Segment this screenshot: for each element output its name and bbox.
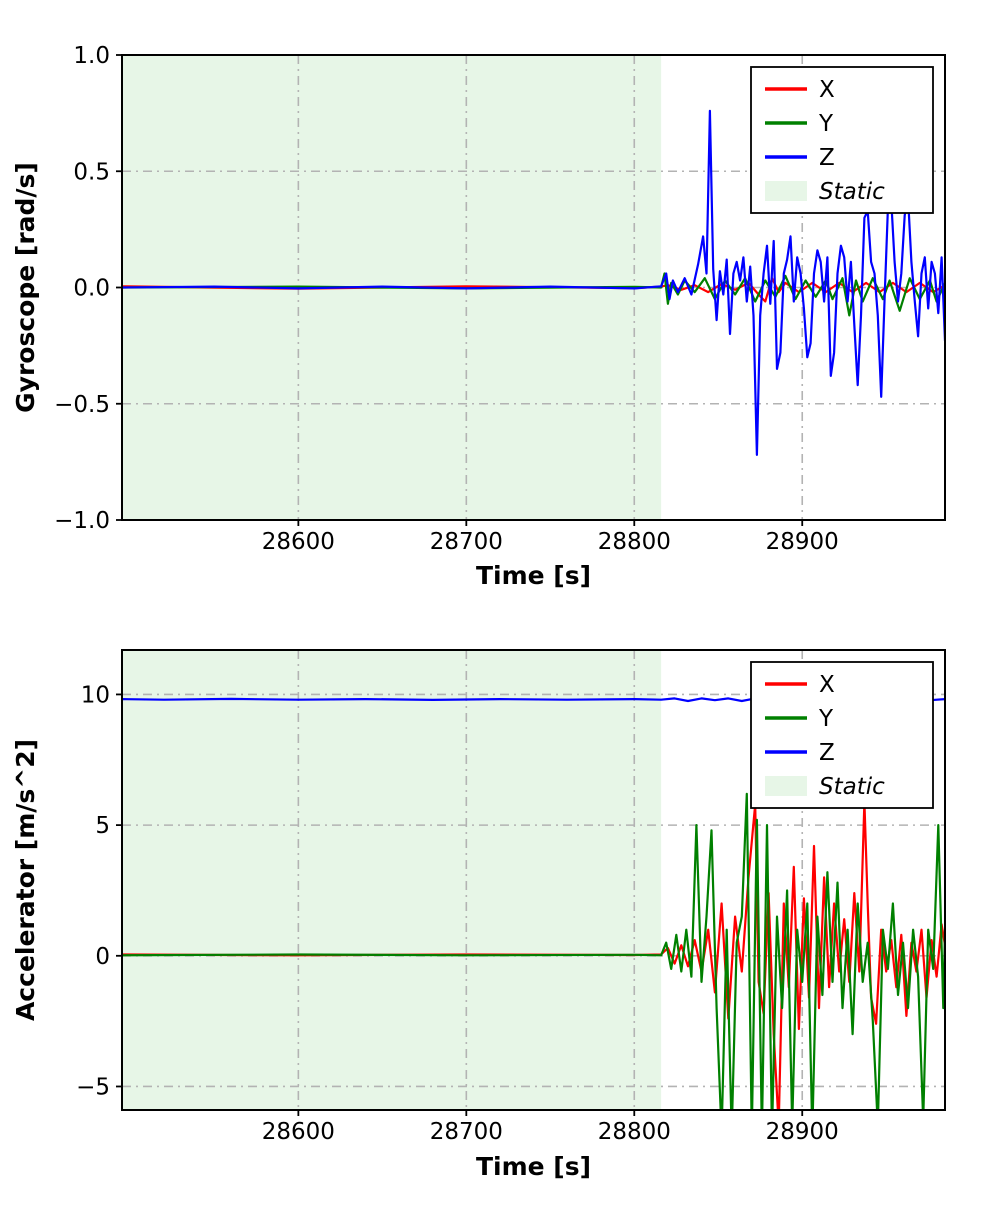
axes-border	[121, 649, 946, 1111]
legend-patch-static	[765, 776, 807, 796]
y-tick-label: 0.0	[73, 276, 110, 302]
accelerometer-plot: 28600 28700 28800 28900 −5 0 5 10 Time [s] Accele…	[11, 649, 946, 1181]
legend-label-y: Y	[818, 706, 834, 732]
y-axis-label: Gyroscope [rad/s]	[11, 162, 40, 413]
legend-label-x: X	[819, 672, 835, 698]
gyroscope-chart: 28600 28700 28800 28900 −1.0 −0.5 0.0 0.5 1.0 Tim…	[0, 0, 992, 605]
static-region	[122, 650, 662, 1110]
y-tick-label: −0.5	[54, 392, 110, 418]
x-tick-label: 28800	[598, 529, 671, 555]
legend-label-y: Y	[818, 111, 834, 137]
y-tick-label: 0	[95, 944, 110, 970]
legend: XYZ Static	[750, 66, 934, 214]
y-tick-label: 10	[81, 682, 110, 708]
x-tick-label: 28900	[766, 1119, 839, 1145]
series-z	[122, 109, 945, 456]
x-tick-label: 28600	[262, 529, 335, 555]
series-y	[122, 792, 945, 1110]
legend-label-x: X	[819, 77, 835, 103]
accelerometer-chart: 28600 28700 28800 28900 −5 0 5 10 Time [s] Accele…	[0, 605, 992, 1228]
legend-label-static: Static	[819, 179, 885, 205]
legend: XYZ Static	[750, 661, 934, 809]
x-tick-label: 28700	[430, 529, 503, 555]
x-tick-label: 28600	[262, 1119, 335, 1145]
x-axis-label: Time [s]	[476, 1152, 591, 1181]
series-y	[122, 272, 945, 317]
legend-label-static: Static	[819, 774, 885, 800]
y-axis-label: Accelerator [m/s^2]	[11, 739, 40, 1021]
y-tick-label: 0.5	[73, 159, 110, 185]
y-tick-label: −5	[76, 1074, 110, 1100]
x-tick-label: 28700	[430, 1119, 503, 1145]
legend-label-z: Z	[819, 145, 835, 171]
x-axis-label: Time [s]	[476, 561, 591, 590]
y-tick-label: −1.0	[54, 508, 110, 534]
series-x	[122, 800, 945, 1110]
y-tick-label: 5	[95, 813, 110, 839]
x-tick-label: 28800	[598, 1119, 671, 1145]
y-tick-label: 1.0	[73, 43, 110, 69]
gyroscope-plot: 28600 28700 28800 28900 −1.0 −0.5 0.0 0.5 1.0 Tim…	[11, 43, 946, 590]
x-tick-label: 28900	[766, 529, 839, 555]
legend-label-z: Z	[819, 740, 835, 766]
legend-patch-static	[765, 181, 807, 201]
